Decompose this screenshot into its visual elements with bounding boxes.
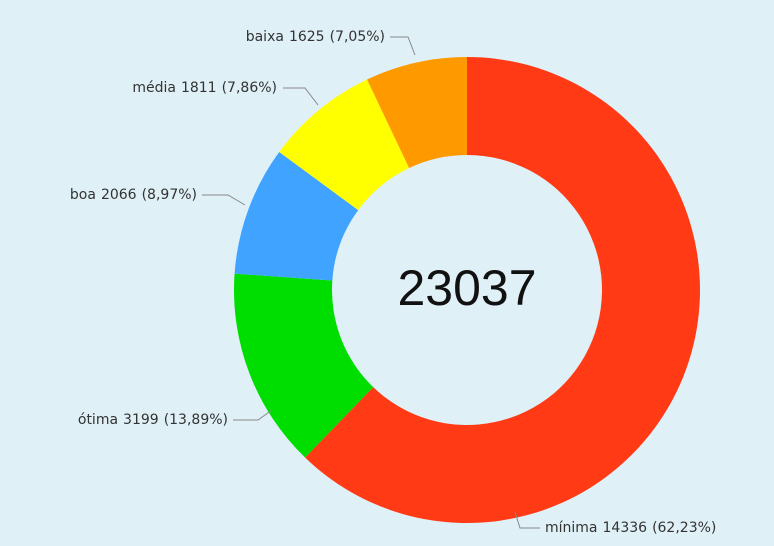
label-value: 1811 <box>181 80 217 96</box>
donut-slice <box>305 57 701 523</box>
leader-line <box>202 194 246 206</box>
label-percent: (8,97%) <box>142 187 197 203</box>
data-label: boa 2066 (8,97%) <box>70 187 197 203</box>
label-category: baixa <box>246 29 284 45</box>
label-value: 14336 <box>603 520 648 536</box>
label-value: 3199 <box>123 412 159 428</box>
leader-line <box>233 409 273 421</box>
label-value: 1625 <box>289 29 325 45</box>
leader-line <box>390 36 416 56</box>
leader-line <box>283 87 319 106</box>
donut-slice <box>279 79 410 211</box>
label-percent: (7,86%) <box>222 80 277 96</box>
data-label: mínima 14336 (62,23%) <box>545 520 716 536</box>
label-category: média <box>132 80 176 96</box>
data-label: baixa 1625 (7,05%) <box>246 29 385 45</box>
label-percent: (7,05%) <box>330 29 385 45</box>
data-label: média 1811 (7,86%) <box>132 80 277 96</box>
donut-slice <box>234 152 359 281</box>
leader-line <box>514 511 540 529</box>
label-percent: (62,23%) <box>652 520 716 536</box>
label-category: boa <box>70 187 96 203</box>
label-percent: (13,89%) <box>164 412 228 428</box>
label-category: ótima <box>78 412 118 428</box>
donut-slice <box>234 273 374 458</box>
data-label: ótima 3199 (13,89%) <box>78 412 228 428</box>
center-total: 23037 <box>397 260 536 316</box>
donut-slice <box>367 57 467 169</box>
label-value: 2066 <box>101 187 137 203</box>
label-category: mínima <box>545 520 598 536</box>
